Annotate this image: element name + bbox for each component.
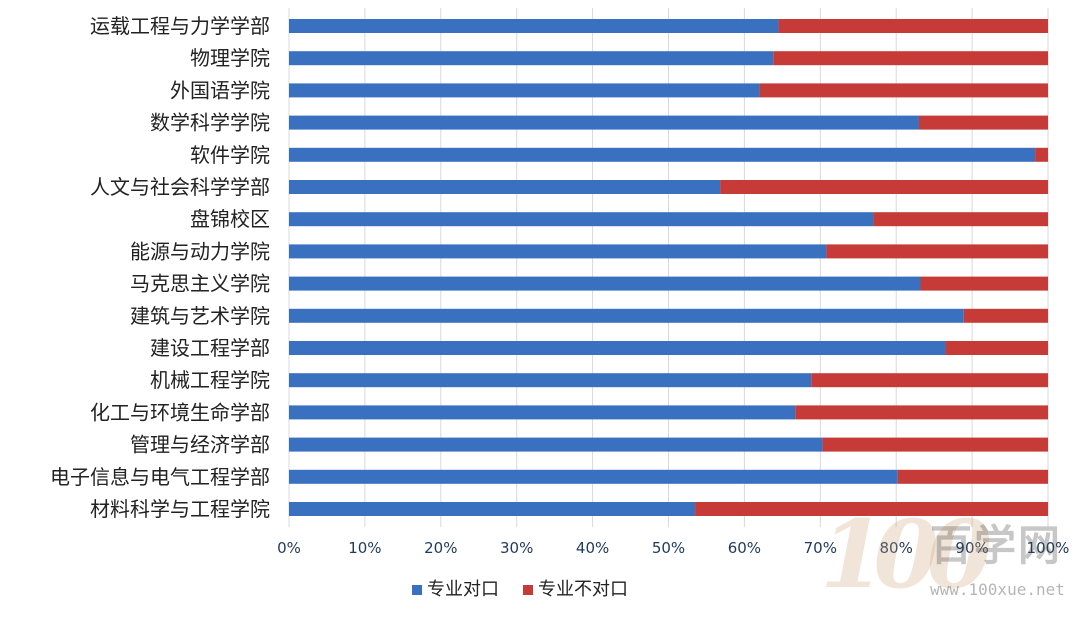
bar-segment-matched (289, 83, 760, 98)
legend-swatch (523, 585, 533, 595)
bar-segment-unmatched (1035, 147, 1048, 162)
bar-segment-matched (289, 308, 964, 323)
bar-segment-unmatched (963, 308, 1048, 323)
x-tick-label: 50% (652, 539, 685, 557)
category-label: 数学科学学院 (150, 111, 270, 135)
x-tick-label: 70% (804, 539, 837, 557)
category-label: 软件学院 (190, 143, 270, 167)
bar-segment-matched (289, 115, 919, 130)
category-label: 外国语学院 (170, 78, 270, 102)
bar-segment-unmatched (897, 469, 1048, 484)
bar-segment-unmatched (945, 341, 1048, 355)
category-label: 机械工程学院 (150, 368, 270, 392)
bar-segment-unmatched (795, 405, 1048, 420)
bar-segment-unmatched (773, 51, 1048, 66)
x-tick-label: 30% (500, 539, 533, 557)
category-label: 马克思主义学院 (130, 272, 270, 296)
bar-segment-matched (289, 469, 898, 484)
bar-segment-matched (289, 180, 721, 194)
bar-segment-unmatched (873, 212, 1048, 227)
x-tick-label: 60% (728, 539, 761, 557)
bar-segment-unmatched (822, 437, 1048, 452)
bar-segment-matched (289, 373, 812, 388)
x-tick-label: 10% (348, 539, 381, 557)
bar-segment-unmatched (811, 373, 1048, 388)
category-label: 建设工程学部 (150, 336, 270, 360)
category-label: 建筑与艺术学院 (130, 304, 270, 328)
bar-segment-matched (289, 276, 921, 291)
category-label: 物理学院 (190, 46, 270, 70)
category-label: 材料科学与工程学院 (90, 497, 270, 521)
category-label: 电子信息与电气工程学部 (50, 465, 270, 489)
legend-label: 专业不对口 (538, 579, 628, 600)
category-label: 能源与动力学院 (130, 239, 270, 263)
category-label: 人文与社会科学学部 (90, 175, 270, 199)
legend-label: 专业对口 (427, 579, 499, 600)
x-tick-label: 80% (880, 539, 913, 557)
category-label: 化工与环境生命学部 (90, 400, 270, 424)
bar-segment-matched (289, 244, 827, 259)
bar-segment-matched (289, 502, 696, 516)
bar-segment-unmatched (826, 244, 1048, 259)
bar-segment-matched (289, 19, 779, 33)
bar-segment-matched (289, 147, 1036, 162)
x-tick-label: 40% (576, 539, 609, 557)
category-label: 运载工程与力学学部 (90, 14, 270, 38)
category-label: 管理与经济学部 (130, 433, 270, 457)
bar-segment-unmatched (778, 19, 1048, 33)
bar-segment-unmatched (759, 83, 1048, 98)
x-tick-label: 100% (1027, 539, 1070, 557)
x-tick-label: 0% (277, 539, 301, 557)
bar-segment-unmatched (695, 502, 1048, 516)
bar-segment-matched (289, 212, 874, 227)
bar-segment-unmatched (720, 180, 1048, 194)
bar-segment-matched (289, 437, 823, 452)
bar-segment-matched (289, 51, 774, 66)
category-label: 盘锦校区 (190, 207, 270, 231)
bar-segment-matched (289, 405, 796, 420)
bar-segment-unmatched (920, 276, 1048, 291)
legend-swatch (412, 585, 422, 595)
x-tick-label: 90% (955, 539, 988, 557)
bar-segment-unmatched (918, 115, 1048, 130)
bar-segment-matched (289, 341, 946, 355)
x-tick-label: 20% (424, 539, 457, 557)
